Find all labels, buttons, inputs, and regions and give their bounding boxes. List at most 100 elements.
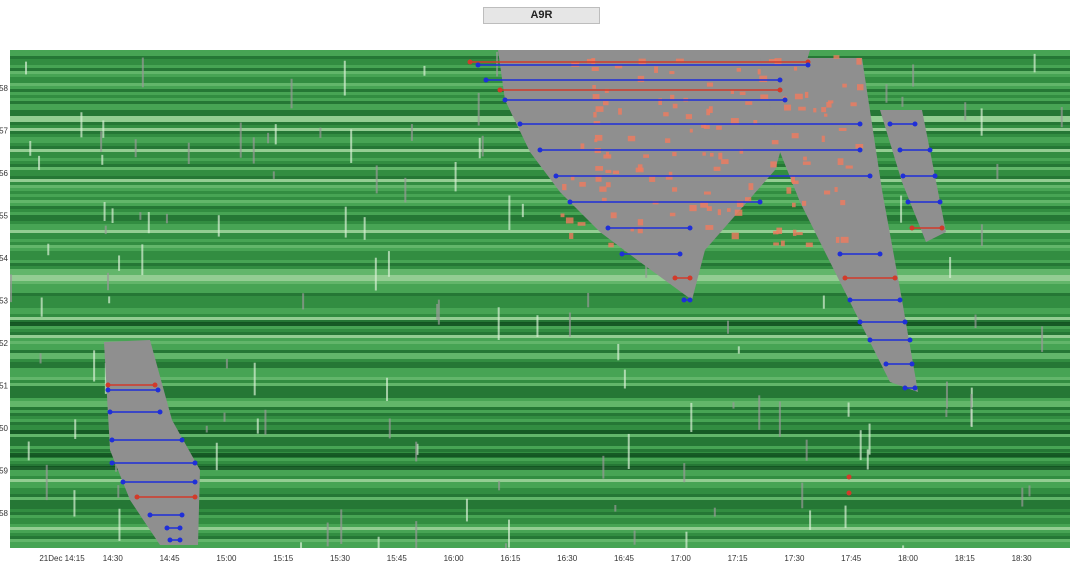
- slow-patch: [595, 166, 603, 171]
- speckle: [47, 244, 49, 256]
- speckle: [38, 156, 40, 170]
- x-label: 18:15: [955, 554, 976, 563]
- speckle: [73, 490, 75, 516]
- speckle: [350, 129, 352, 163]
- speckle: [1028, 485, 1030, 496]
- segment-end: [848, 298, 853, 303]
- speckle: [498, 481, 500, 490]
- speckle: [206, 426, 208, 433]
- slow-patch: [628, 136, 635, 141]
- stripe: [10, 305, 1070, 308]
- x-label: 15:00: [216, 554, 237, 563]
- segment-end: [913, 122, 918, 127]
- stripe: [10, 278, 1070, 281]
- segment-end: [933, 174, 938, 179]
- segment-end: [165, 526, 170, 531]
- speckle: [479, 138, 481, 158]
- speckle: [319, 128, 321, 138]
- slow-patch: [596, 106, 604, 112]
- segment-end: [783, 98, 788, 103]
- stripe: [10, 287, 1070, 290]
- stripe: [10, 266, 1070, 269]
- stripe: [10, 221, 1070, 224]
- slow-patch: [599, 186, 606, 191]
- segment-end: [806, 63, 811, 68]
- slow-patch: [802, 201, 806, 206]
- segment-end: [503, 98, 508, 103]
- speckle: [569, 313, 571, 337]
- speckle: [981, 224, 983, 246]
- segment-end: [938, 200, 943, 205]
- slow-patch: [707, 83, 713, 87]
- segment-end: [688, 298, 693, 303]
- y-label: 50: [0, 424, 9, 433]
- speckle: [949, 257, 951, 278]
- slow-patch: [732, 233, 739, 240]
- speckle: [264, 410, 266, 435]
- slow-patch: [593, 94, 600, 100]
- dark-band: [10, 322, 1070, 326]
- stripe: [10, 239, 1070, 242]
- speckle: [466, 499, 468, 522]
- speckle: [423, 66, 425, 76]
- segment-end: [476, 63, 481, 68]
- speckle: [727, 321, 729, 334]
- segment-end: [106, 388, 111, 393]
- x-label: 17:00: [671, 554, 692, 563]
- slow-patch: [775, 58, 782, 64]
- slow-patch: [706, 109, 710, 116]
- slow-patch: [824, 114, 827, 117]
- segment-end: [538, 148, 543, 153]
- marker: [847, 491, 852, 496]
- speckle: [1034, 54, 1036, 73]
- stripe: [10, 392, 1070, 395]
- slow-patch: [773, 231, 778, 234]
- segment-end: [673, 276, 678, 281]
- slow-patch: [608, 243, 613, 248]
- speckle: [587, 293, 589, 307]
- slow-patch: [835, 187, 838, 192]
- segment-end: [898, 148, 903, 153]
- speckle: [364, 217, 366, 240]
- slow-patch: [704, 192, 711, 195]
- slow-patch: [603, 101, 609, 105]
- segment-end: [106, 383, 111, 388]
- y-label: 58: [0, 84, 9, 93]
- segment-end: [554, 174, 559, 179]
- slow-patch: [846, 165, 853, 168]
- speckle: [188, 143, 190, 164]
- speckle: [1061, 107, 1063, 127]
- x-label: 15:15: [273, 554, 294, 563]
- x-label: 17:15: [728, 554, 749, 563]
- speckle: [482, 136, 484, 157]
- slow-patch: [638, 219, 643, 225]
- speckle: [912, 64, 914, 86]
- speckle: [166, 214, 168, 223]
- segment-end: [678, 252, 683, 257]
- slow-patch: [643, 154, 649, 158]
- slow-patch: [690, 129, 693, 133]
- speckle: [378, 537, 380, 565]
- speckle: [102, 120, 104, 137]
- slow-patch: [833, 55, 839, 59]
- slow-patch: [772, 140, 779, 144]
- speckle: [848, 402, 850, 416]
- slow-patch: [781, 241, 785, 247]
- y-label: 58: [0, 509, 9, 518]
- slow-patch: [603, 154, 611, 158]
- slow-patch: [841, 237, 849, 243]
- slow-patch: [794, 67, 797, 71]
- speckle: [415, 442, 417, 462]
- segment-end: [908, 338, 913, 343]
- speckle: [996, 164, 998, 179]
- segment-end: [858, 122, 863, 127]
- slow-patch: [562, 184, 566, 190]
- speckle: [142, 58, 144, 88]
- speckle: [141, 244, 143, 275]
- speckle: [823, 296, 825, 309]
- slow-patch: [714, 167, 721, 171]
- slow-patch: [618, 108, 622, 114]
- speckle: [118, 509, 120, 541]
- slow-patch: [654, 66, 658, 72]
- segment-end: [178, 526, 183, 531]
